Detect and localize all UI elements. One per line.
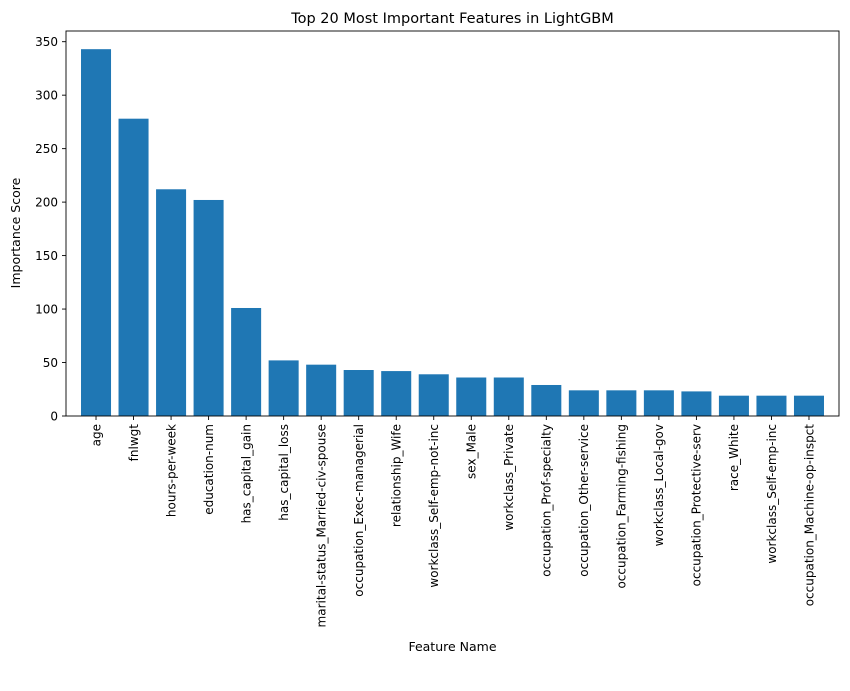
chart-title: Top 20 Most Important Features in LightG… [290,11,614,27]
bar-14 [606,390,637,416]
y-tick-label-0: 0 [50,409,58,423]
x-tick-label-15: workclass_Local-gov [652,424,666,546]
bar-12 [531,384,562,416]
bar-18 [756,395,787,416]
x-tick-label-1: fnlwgt [127,424,141,462]
bar-6 [306,364,337,416]
x-tick-label-9: workclass_Self-emp-not-inc [427,424,441,588]
x-tick-label-7: occupation_Exec-managerial [352,424,366,597]
bar-19 [793,395,824,416]
bar-3 [193,199,224,416]
x-tick-label-19: occupation_Machine-op-inspct [802,424,816,607]
y-axis-label: Importance Score [8,177,23,288]
bar-15 [643,390,674,416]
x-tick-label-6: marital-status_Married-civ-spouse [314,424,328,627]
x-tick-label-17: race_White [727,424,741,491]
bar-8 [381,371,412,416]
bar-5 [268,360,299,416]
x-tick-label-11: workclass_Private [502,424,516,531]
x-tick-label-3: education-num [202,424,216,515]
x-tick-label-10: sex_Male [465,424,479,479]
bar-1 [118,118,149,416]
x-tick-label-8: relationship_Wife [390,424,404,527]
axes-frame [65,30,840,417]
y-tick-label-2: 100 [35,302,58,316]
x-tick-label-14: occupation_Farming-fishing [615,424,629,589]
bar-0 [81,49,112,417]
bar-11 [493,377,524,416]
x-tick-label-5: has_capital_loss [277,424,291,521]
y-tick-label-5: 250 [35,142,58,156]
x-tick-label-2: hours-per-week [164,424,178,517]
y-tick-label-6: 300 [35,88,58,102]
y-tick-label-7: 350 [35,35,58,49]
bar-16 [681,391,712,416]
x-tick-label-18: workclass_Self-emp-inc [765,424,779,564]
bar-4 [231,307,262,416]
y-tick-label-1: 50 [43,356,58,370]
bar-7 [343,370,374,416]
x-tick-label-0: age [89,424,103,446]
bar-9 [418,374,449,416]
y-tick-label-4: 200 [35,195,58,209]
bar-10 [456,377,487,416]
bar-13 [568,390,599,416]
x-tick-label-16: occupation_Protective-serv [690,424,704,586]
bar-17 [718,395,749,416]
bar-2 [156,189,187,416]
x-axis-label: Feature Name [408,639,496,654]
x-tick-label-4: has_capital_gain [239,424,253,523]
x-tick-label-12: occupation_Prof-specialty [540,424,554,577]
y-tick-label-3: 150 [35,249,58,263]
plot-area: 0 50 100 150 200 250 300 350 age fnlwgt hours-per-… [35,30,840,627]
x-tick-label-13: occupation_Other-service [577,424,591,577]
